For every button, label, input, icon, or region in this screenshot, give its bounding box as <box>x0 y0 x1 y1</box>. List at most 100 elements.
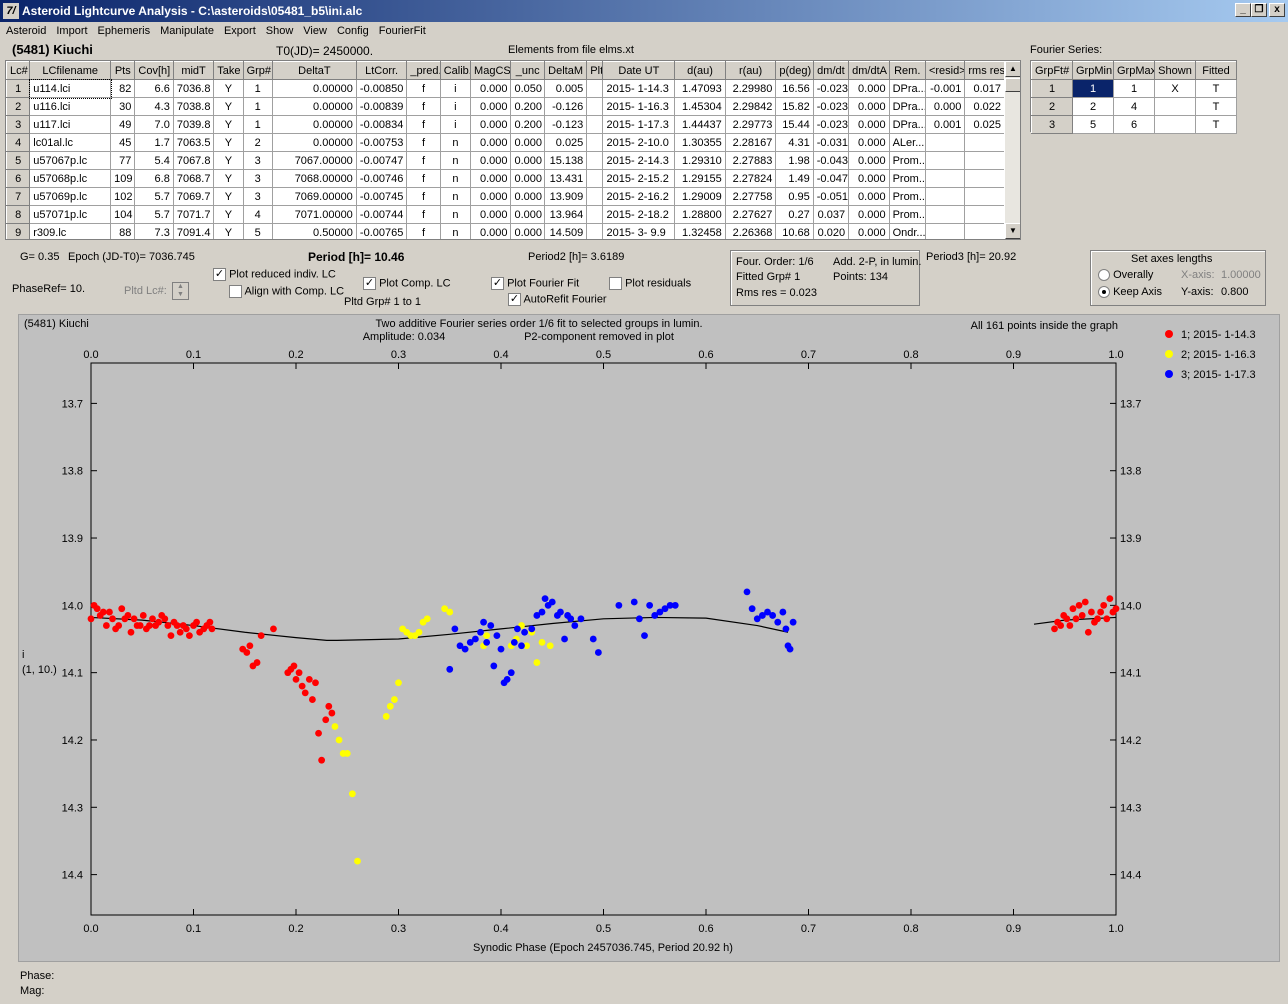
col-header[interactable]: DeltaM <box>543 61 588 80</box>
table-cell[interactable]: u117.lci <box>29 115 112 134</box>
table-cell[interactable]: 0.95 <box>775 187 814 206</box>
table-cell[interactable]: 14.509 <box>543 223 588 239</box>
table-cell[interactable]: f <box>406 187 441 206</box>
table-cell[interactable]: n <box>439 151 472 170</box>
fourier-cell[interactable]: 1 <box>1072 79 1114 98</box>
table-cell[interactable]: f <box>406 133 441 152</box>
table-cell[interactable] <box>964 223 1005 239</box>
table-cell[interactable]: 0.000 <box>510 187 545 206</box>
table-cell[interactable]: 5.7 <box>134 205 174 224</box>
col-header[interactable]: Grp# <box>242 61 273 80</box>
table-cell[interactable]: 15.44 <box>775 115 814 134</box>
table-cell[interactable]: -0.023 <box>812 79 850 98</box>
table-cell[interactable]: DPra... <box>888 97 926 116</box>
table-cell[interactable]: Y <box>213 151 244 170</box>
table-cell[interactable] <box>586 169 604 188</box>
scroll-down-icon[interactable]: ▼ <box>1005 223 1020 239</box>
col-header[interactable]: d(au) <box>674 61 726 80</box>
table-cell[interactable]: 0.000 <box>848 133 890 152</box>
menu-view[interactable]: View <box>303 25 327 37</box>
table-cell[interactable]: 7068.00000 <box>271 169 357 188</box>
keep-axis-radio[interactable]: Keep Axis <box>1098 286 1162 299</box>
table-cell[interactable]: 1.29155 <box>674 169 726 188</box>
row-number[interactable]: 3 <box>6 115 31 134</box>
table-cell[interactable]: 49 <box>110 115 136 134</box>
table-cell[interactable]: 1.98 <box>775 151 814 170</box>
table-cell[interactable]: 0.00000 <box>271 115 357 134</box>
fourier-cell[interactable]: 6 <box>1113 115 1155 134</box>
col-header[interactable]: Take <box>213 61 244 80</box>
table-row[interactable]: 4 lc01al.lc 45 1.7 7063.5 Y 2 0.00000 -0.00753 f n… <box>6 133 1005 152</box>
table-row[interactable]: 9 r309.lc 88 7.3 7091.4 Y 5 0.50000 -0.00765 f n 0.… <box>6 223 1005 239</box>
fourier-cell[interactable]: 1 <box>1113 79 1155 98</box>
table-cell[interactable]: 1.29310 <box>674 151 726 170</box>
table-cell[interactable]: 2015- 2-15.2 <box>602 169 676 188</box>
table-cell[interactable]: 7038.8 <box>172 97 215 116</box>
table-cell[interactable]: 0.200 <box>510 97 545 116</box>
table-cell[interactable]: n <box>439 133 472 152</box>
table-cell[interactable] <box>924 133 966 152</box>
table-cell[interactable]: -0.126 <box>543 97 588 116</box>
table-cell[interactable]: 0.00000 <box>271 79 357 98</box>
table-cell[interactable]: 0.200 <box>510 115 545 134</box>
fourier-cell[interactable]: 2 <box>1031 97 1073 116</box>
fourier-cell[interactable]: 3 <box>1031 115 1073 134</box>
table-cell[interactable]: 0.50000 <box>271 223 357 239</box>
col-header[interactable]: rms res <box>964 61 1005 80</box>
table-cell[interactable]: f <box>406 97 441 116</box>
table-cell[interactable]: 2015- 3- 9.9 <box>602 223 676 239</box>
table-cell[interactable]: 45 <box>110 133 136 152</box>
table-cell[interactable]: 2015- 1-14.3 <box>602 79 676 98</box>
fourier-col-header[interactable]: Fitted <box>1195 61 1237 80</box>
table-cell[interactable]: 0.000 <box>470 223 512 239</box>
table-cell[interactable]: -0.00744 <box>355 205 408 224</box>
table-cell[interactable]: 0.000 <box>470 205 512 224</box>
table-cell[interactable]: ALer... <box>888 133 926 152</box>
col-header[interactable]: LCfilename <box>29 61 112 80</box>
table-cell[interactable]: 3 <box>242 169 273 188</box>
yaxis-value[interactable]: 0.800 <box>1221 286 1249 298</box>
table-cell[interactable]: u114.lci <box>28 78 112 99</box>
table-cell[interactable]: 0.050 <box>510 79 545 98</box>
table-cell[interactable]: f <box>406 151 441 170</box>
col-header[interactable]: Rem. <box>888 61 926 80</box>
table-cell[interactable]: u57067p.lc <box>29 151 112 170</box>
col-header[interactable]: DeltaT <box>271 61 357 80</box>
table-cell[interactable]: -0.001 <box>924 79 966 98</box>
table-cell[interactable]: Y <box>213 187 244 206</box>
fourier-cell[interactable]: T <box>1195 79 1237 98</box>
table-cell[interactable]: -0.00765 <box>355 223 408 239</box>
row-number[interactable]: 7 <box>6 187 31 206</box>
col-header[interactable]: Calib. <box>439 61 472 80</box>
table-cell[interactable]: f <box>406 169 441 188</box>
period-param[interactable]: Period [h]= 10.46 <box>308 250 405 264</box>
table-cell[interactable]: 2015- 2-10.0 <box>602 133 676 152</box>
table-row[interactable]: 8 u57071p.lc 104 5.7 7071.7 Y 4 7071.00000 -0.00… <box>6 205 1005 224</box>
table-cell[interactable]: 7.0 <box>134 115 174 134</box>
table-cell[interactable]: 0.025 <box>543 133 588 152</box>
table-cell[interactable]: 82 <box>110 79 136 98</box>
fourier-cell[interactable]: T <box>1195 97 1237 116</box>
period3-param[interactable]: Period3 [h]= 20.92 <box>926 251 1017 263</box>
align-comp-checkbox[interactable]: Align with Comp. LC <box>229 285 344 298</box>
col-header[interactable]: _pred. <box>406 61 441 80</box>
table-cell[interactable]: 2.26368 <box>724 223 777 239</box>
col-header[interactable]: Lc# <box>6 61 31 80</box>
table-cell[interactable] <box>586 115 604 134</box>
row-number[interactable]: 5 <box>6 151 31 170</box>
table-cell[interactable]: 0.000 <box>470 187 512 206</box>
table-cell[interactable]: 109 <box>110 169 136 188</box>
menu-manipulate[interactable]: Manipulate <box>160 25 214 37</box>
menu-config[interactable]: Config <box>336 25 369 37</box>
table-cell[interactable]: 1 <box>242 115 273 134</box>
table-cell[interactable]: u57071p.lc <box>29 205 112 224</box>
table-cell[interactable]: f <box>406 205 441 224</box>
table-cell[interactable]: 2015- 1-17.3 <box>602 115 676 134</box>
table-cell[interactable]: -0.023 <box>812 97 850 116</box>
table-cell[interactable]: 30 <box>110 97 136 116</box>
table-cell[interactable] <box>964 205 1005 224</box>
menu-fourierfit[interactable]: FourierFit <box>378 25 426 37</box>
table-cell[interactable]: 1 <box>242 97 273 116</box>
